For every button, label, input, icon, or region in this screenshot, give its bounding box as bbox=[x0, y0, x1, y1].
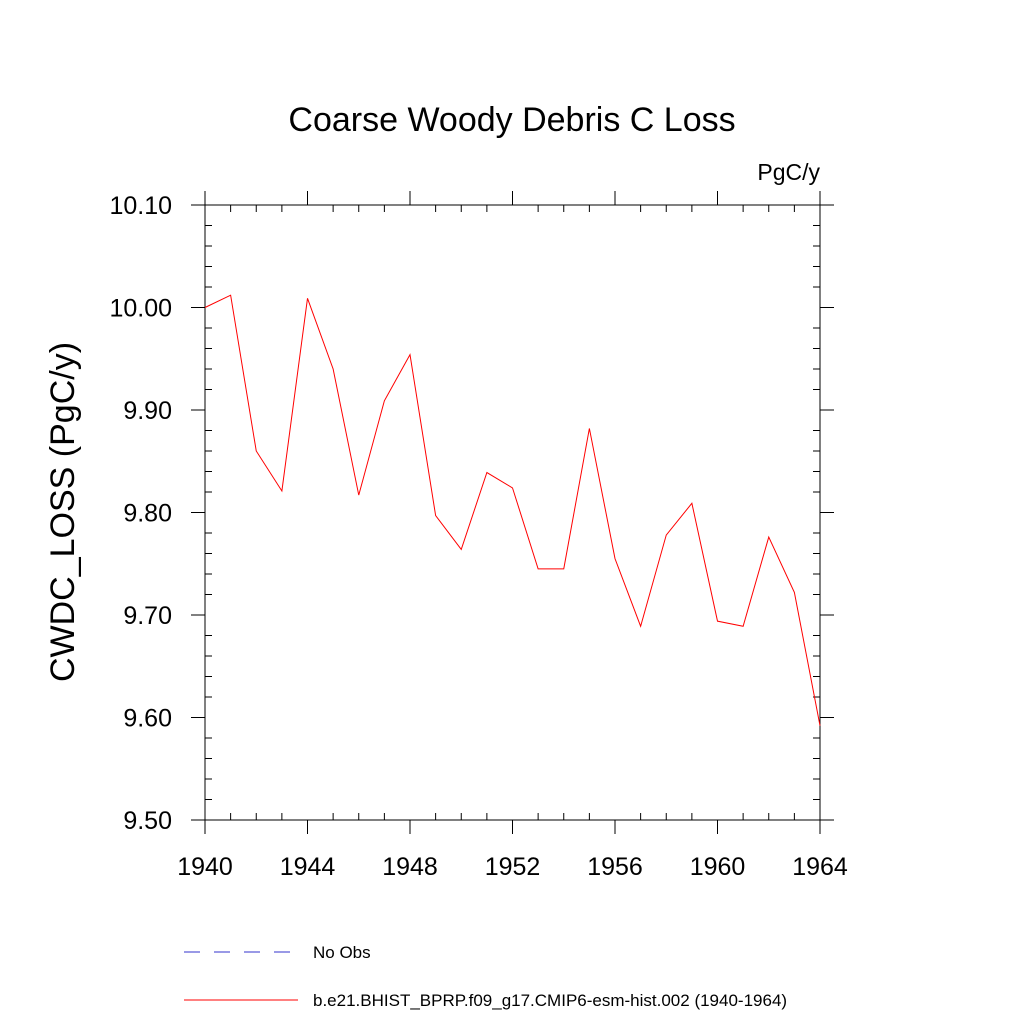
x-tick-label: 1956 bbox=[587, 853, 643, 881]
y-tick-label: 9.60 bbox=[123, 705, 172, 733]
y-tick-label: 9.50 bbox=[123, 807, 172, 835]
x-tick-label: 1944 bbox=[280, 853, 336, 881]
y-tick-label: 10.10 bbox=[109, 192, 172, 220]
y-tick-labels: 9.50 9.60 9.70 9.80 9.90 10.00 10.10 bbox=[109, 192, 172, 835]
x-tick-label: 1952 bbox=[485, 853, 541, 881]
x-tick-label: 1940 bbox=[177, 853, 233, 881]
y-tick-label: 9.70 bbox=[123, 602, 172, 630]
y-axis-label: CWDC_LOSS (PgC/y) bbox=[44, 342, 82, 682]
x-tick-label: 1948 bbox=[382, 853, 438, 881]
y-tick-label: 10.00 bbox=[109, 295, 172, 323]
x-tick-label: 1960 bbox=[690, 853, 746, 881]
x-tick-label: 1964 bbox=[792, 853, 848, 881]
plot-frame bbox=[204, 204, 821, 821]
y-tick-label: 9.90 bbox=[123, 397, 172, 425]
chart-title: Coarse Woody Debris C Loss bbox=[288, 101, 735, 139]
major-ticks bbox=[191, 191, 834, 834]
legend-label: No Obs bbox=[313, 943, 371, 962]
legend: No Obs b.e21.BHIST_BPRP.f09_g17.CMIP6-esm… bbox=[184, 943, 787, 1010]
minor-ticks bbox=[205, 205, 820, 820]
series-line bbox=[204, 294, 821, 726]
legend-label: b.e21.BHIST_BPRP.f09_g17.CMIP6-esm-hist.… bbox=[313, 991, 787, 1010]
x-tick-labels: 1940 1944 1948 1952 1956 1960 1964 bbox=[177, 853, 848, 881]
series-layer bbox=[204, 294, 821, 726]
units-label: PgC/y bbox=[757, 159, 820, 185]
y-tick-label: 9.80 bbox=[123, 500, 172, 528]
